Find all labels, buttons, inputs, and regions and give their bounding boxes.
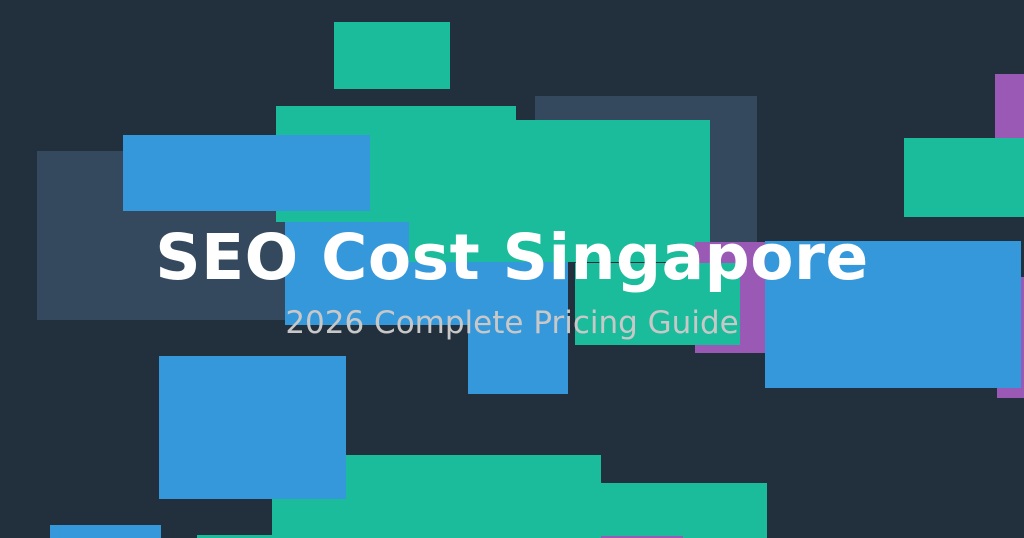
decor-rect: [601, 483, 767, 538]
decor-rect: [197, 535, 272, 538]
banner-subtitle: 2026 Complete Pricing Guide: [285, 305, 739, 341]
decor-rect: [334, 22, 450, 89]
decor-rect: [50, 525, 161, 538]
decor-rect: [346, 455, 601, 538]
decor-rect: [159, 356, 346, 499]
decor-rect: [409, 180, 529, 262]
banner-title: SEO Cost Singapore: [155, 221, 869, 294]
decor-rect: [272, 499, 346, 538]
decor-rect: [601, 536, 683, 538]
decor-rect: [123, 135, 370, 211]
decor-rect: [904, 138, 1024, 217]
decor-rect: [468, 262, 568, 394]
decor-rect: [575, 263, 740, 345]
decor-rect: [516, 120, 710, 262]
decor-rect: [765, 241, 1021, 388]
decor-rect: [995, 74, 1024, 139]
